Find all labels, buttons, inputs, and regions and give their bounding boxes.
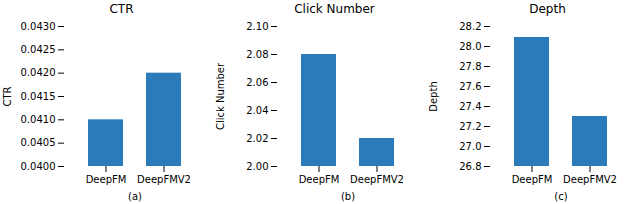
svg-text:Click Number: Click Number (215, 62, 226, 130)
svg-text:2.06: 2.06 (246, 77, 268, 88)
svg-text:0.0420: 0.0420 (21, 67, 56, 78)
svg-text:28.2: 28.2 (459, 21, 481, 32)
svg-text:0.0400: 0.0400 (21, 161, 56, 172)
svg-text:(c): (c) (554, 191, 567, 202)
svg-text:0.0425: 0.0425 (21, 44, 56, 55)
html-text:Depth: Depth (529, 2, 566, 16)
svg-text:2.04: 2.04 (246, 105, 268, 116)
svg-text:0.0405: 0.0405 (21, 137, 56, 148)
svg-text:(a): (a) (128, 191, 142, 202)
svg-text:2.02: 2.02 (246, 133, 268, 144)
svg-text:DeepFM: DeepFM (299, 174, 340, 185)
svg-text:CTR: CTR (2, 86, 13, 106)
svg-text:2.08: 2.08 (246, 49, 268, 60)
svg-text:27.6: 27.6 (459, 81, 481, 92)
svg-text:0.0430: 0.0430 (21, 21, 56, 32)
svg-text:27.0: 27.0 (459, 141, 481, 152)
svg-text:28.0: 28.0 (459, 41, 481, 52)
svg-text:2.10: 2.10 (246, 21, 268, 32)
svg-text:27.2: 27.2 (459, 121, 481, 132)
svg-text:Depth: Depth (428, 81, 439, 111)
svg-text:DeepFMV2: DeepFMV2 (137, 174, 191, 185)
svg-text:26.8: 26.8 (459, 161, 481, 172)
svg-text:DeepFMV2: DeepFMV2 (350, 174, 404, 185)
svg-text:0.0415: 0.0415 (21, 91, 56, 102)
svg-text:DeepFM: DeepFM (86, 174, 127, 185)
svg-text:27.4: 27.4 (459, 101, 481, 112)
svg-text:2.00: 2.00 (246, 161, 268, 172)
svg-text:DeepFMV2: DeepFMV2 (563, 174, 617, 185)
svg-text:DeepFM: DeepFM (512, 174, 553, 185)
svg-text:(b): (b) (341, 191, 355, 202)
svg-text:27.8: 27.8 (459, 61, 481, 72)
svg-text:0.0410: 0.0410 (21, 114, 56, 125)
html-text:Click Number: Click Number (294, 2, 375, 16)
html-text:CTR: CTR (109, 2, 134, 16)
